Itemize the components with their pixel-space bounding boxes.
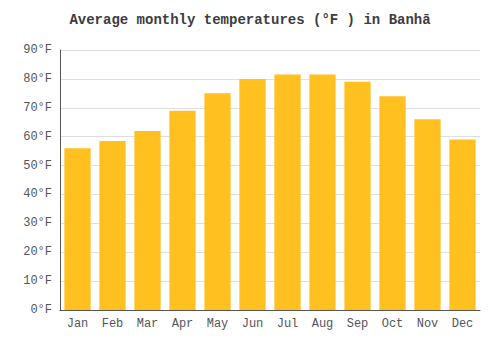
svg-text:10°F: 10°F <box>23 274 52 288</box>
svg-text:Mar: Mar <box>137 317 159 331</box>
svg-text:Sep: Sep <box>347 317 369 331</box>
svg-text:Apr: Apr <box>172 317 194 331</box>
svg-text:90°F: 90°F <box>23 43 52 57</box>
svg-text:Feb: Feb <box>102 317 124 331</box>
svg-text:30°F: 30°F <box>23 216 52 230</box>
svg-text:Average monthly temperatures (: Average monthly temperatures (°F ) in Ba… <box>69 12 431 28</box>
svg-text:70°F: 70°F <box>23 101 52 115</box>
svg-text:50°F: 50°F <box>23 159 52 173</box>
svg-text:40°F: 40°F <box>23 187 52 201</box>
svg-text:Aug: Aug <box>312 317 334 331</box>
svg-text:Jun: Jun <box>242 317 264 331</box>
svg-text:0°F: 0°F <box>30 303 52 317</box>
svg-text:60°F: 60°F <box>23 130 52 144</box>
svg-text:May: May <box>207 317 229 331</box>
svg-text:Dec: Dec <box>452 317 474 331</box>
svg-text:Jul: Jul <box>277 317 299 331</box>
svg-text:80°F: 80°F <box>23 72 52 86</box>
svg-text:20°F: 20°F <box>23 245 52 259</box>
svg-text:Jan: Jan <box>67 317 89 331</box>
svg-text:Nov: Nov <box>417 317 439 331</box>
svg-text:Oct: Oct <box>382 317 404 331</box>
